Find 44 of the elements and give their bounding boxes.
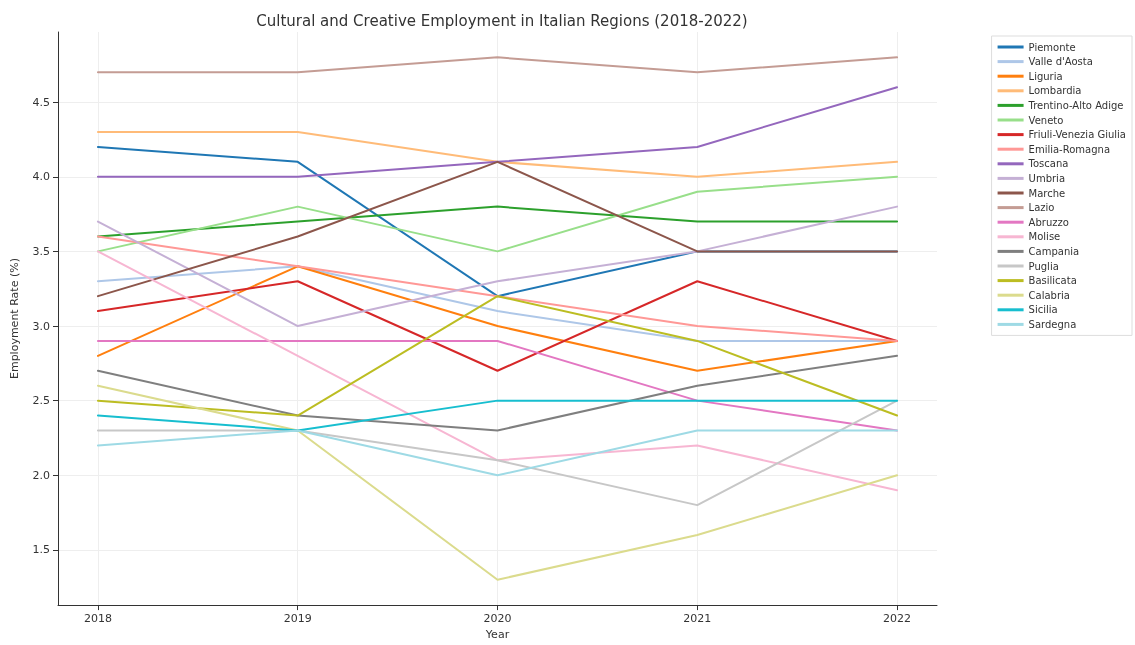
legend-label: Valle d'Aosta	[1028, 56, 1093, 68]
line-series	[96, 235, 899, 342]
legend-label: Basilicata	[1028, 275, 1077, 287]
chart-title: Cultural and Creative Employment in Italian Regions (2018-2022)	[256, 11, 748, 30]
legend-label: Toscana	[1027, 158, 1069, 170]
legend-label: Puglia	[1028, 260, 1059, 272]
line-series	[96, 86, 899, 178]
y-tick-label: 1.5	[32, 543, 50, 557]
legend-label: Umbria	[1028, 172, 1066, 184]
legend-label: Sardegna	[1028, 318, 1077, 330]
line-series	[96, 295, 899, 417]
y-axis-title: Employment Rate (%)	[8, 258, 21, 380]
line-series	[96, 384, 899, 581]
line-series	[96, 205, 899, 328]
x-tick-label: 2019	[283, 612, 312, 626]
line-series	[96, 250, 899, 492]
y-tick-label: 3.0	[32, 319, 50, 333]
legend-label: Calabria	[1028, 289, 1070, 301]
x-tick-label: 2022	[883, 612, 912, 626]
legend-label: Veneto	[1028, 114, 1064, 126]
legend-label: Campania	[1028, 245, 1080, 257]
legend-label: Marche	[1028, 187, 1066, 199]
legend-label: Friuli-Venezia Giulia	[1028, 129, 1126, 141]
y-tick-label: 2.5	[32, 394, 50, 408]
x-tick-label: 2020	[483, 612, 512, 626]
legend-label: Liguria	[1028, 70, 1063, 82]
y-tick-label: 4.0	[32, 170, 50, 184]
legend-label: Lombardia	[1028, 85, 1082, 97]
y-tick-label: 2.0	[32, 468, 50, 482]
x-axis-title: Year	[484, 628, 510, 641]
x-tick-label: 2018	[83, 612, 112, 626]
y-tick-label: 4.5	[32, 95, 50, 109]
legend-label: Lazio	[1028, 202, 1055, 214]
line-series	[96, 354, 899, 432]
legend-label: Molise	[1028, 231, 1061, 243]
x-tick-label: 2021	[683, 612, 712, 626]
legend-label: Emilia-Romagna	[1028, 143, 1111, 155]
legend-label: Piemonte	[1028, 41, 1076, 53]
legend-label: Sicilia	[1028, 304, 1058, 316]
legend-label: Abruzzo	[1028, 216, 1069, 228]
legend-label: Trentino-Alto Adige	[1027, 99, 1124, 111]
line-series	[96, 175, 899, 253]
y-tick-label: 3.5	[32, 244, 50, 258]
line-series	[96, 399, 899, 507]
